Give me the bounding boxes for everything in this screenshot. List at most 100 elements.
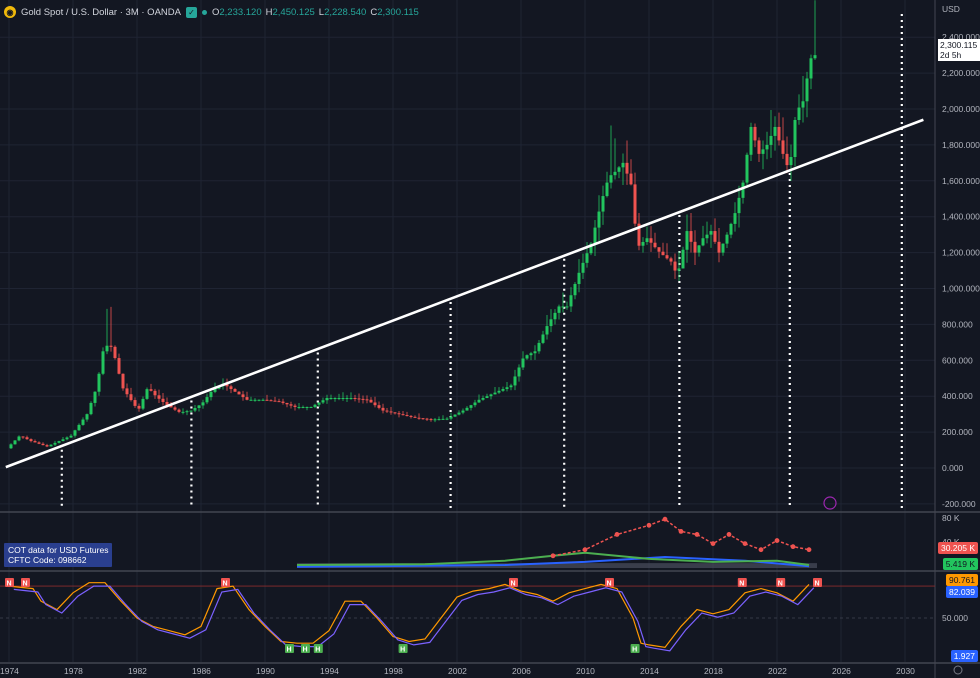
x-tick-label: 2030 bbox=[896, 666, 915, 676]
candle-body bbox=[725, 234, 729, 244]
n-marker bbox=[221, 578, 230, 587]
candle-body bbox=[405, 415, 409, 417]
candle-body bbox=[393, 412, 397, 414]
x-tick-label: 1994 bbox=[320, 666, 339, 676]
candle-body bbox=[197, 405, 201, 408]
candle-body bbox=[353, 397, 357, 399]
candle-body bbox=[113, 346, 117, 359]
cot-legend: COT data for USD Futures CFTC Code: 0986… bbox=[4, 543, 113, 567]
candle-body bbox=[585, 253, 589, 263]
candle-body bbox=[81, 419, 85, 425]
candle-body bbox=[781, 140, 785, 154]
price-tick-label: 2,400.000 bbox=[942, 32, 980, 42]
candle-body bbox=[297, 406, 301, 408]
candle-body bbox=[13, 440, 17, 445]
candle-body bbox=[365, 399, 369, 401]
candle-body bbox=[205, 397, 209, 403]
n-marker bbox=[813, 578, 822, 587]
cot-green-value: 5.419 K bbox=[942, 558, 978, 570]
candle-body bbox=[285, 402, 289, 405]
candle-body bbox=[309, 406, 313, 408]
candle-body bbox=[701, 238, 705, 246]
candle-body bbox=[677, 268, 681, 271]
cot-red-point bbox=[774, 538, 780, 543]
candle-body bbox=[357, 398, 361, 400]
candle-body bbox=[449, 416, 453, 419]
candle-body bbox=[377, 405, 381, 408]
candle-body bbox=[801, 101, 805, 108]
candle-body bbox=[649, 238, 653, 243]
cot-red-point bbox=[646, 522, 652, 528]
candle-body bbox=[29, 439, 33, 442]
candle-body bbox=[97, 373, 101, 392]
symbol-title[interactable]: Gold Spot / U.S. Dollar · 3M · OANDA bbox=[21, 6, 181, 18]
n-marker bbox=[776, 578, 786, 587]
candle-body bbox=[809, 58, 813, 79]
grid-lines bbox=[0, 0, 935, 662]
candle-body bbox=[445, 418, 449, 420]
cot-band bbox=[297, 563, 817, 568]
h-marker bbox=[313, 644, 323, 653]
candle-body bbox=[601, 196, 605, 212]
trendline bbox=[5, 118, 924, 469]
candle-body bbox=[729, 223, 733, 235]
chart-header: ◉ Gold Spot / U.S. Dollar · 3M · OANDA ✓… bbox=[4, 4, 419, 20]
candle-body bbox=[53, 442, 57, 445]
candle-body bbox=[137, 405, 141, 409]
candle-body bbox=[717, 241, 721, 253]
cot-top-tick: 80 K bbox=[942, 513, 960, 523]
candle-body bbox=[185, 411, 189, 413]
candle-body bbox=[177, 409, 181, 412]
flash-icon bbox=[823, 496, 837, 510]
candle-body bbox=[477, 399, 481, 403]
candle-body bbox=[497, 390, 501, 393]
candles bbox=[9, 0, 817, 450]
candle-body bbox=[65, 437, 69, 440]
price-tick-label: -200.000 bbox=[942, 499, 976, 509]
candle-body bbox=[9, 444, 13, 449]
osc-signal-line bbox=[8, 582, 810, 649]
price-tick-label: 600.000 bbox=[942, 355, 973, 365]
price-tick-label: 800.000 bbox=[942, 319, 973, 329]
candle-body bbox=[789, 157, 793, 166]
star-check-icon[interactable]: ✓ bbox=[185, 6, 197, 18]
candle-body bbox=[17, 436, 21, 441]
cot-red-point bbox=[614, 532, 620, 537]
candle-body bbox=[173, 407, 177, 410]
h-marker bbox=[301, 644, 310, 653]
candle-body bbox=[37, 442, 41, 444]
candle-body bbox=[633, 184, 637, 224]
candle-body bbox=[225, 383, 229, 387]
candle-body bbox=[545, 326, 549, 335]
candle-body bbox=[101, 351, 105, 374]
candle-body bbox=[313, 404, 317, 407]
x-tick-label: 1998 bbox=[384, 666, 403, 676]
candle-body bbox=[417, 417, 421, 419]
osc-main-line bbox=[13, 585, 815, 652]
n-marker-label: N bbox=[815, 581, 820, 588]
candle-body bbox=[293, 405, 297, 407]
x-tick-label: 2022 bbox=[768, 666, 787, 676]
candle-body bbox=[577, 272, 581, 285]
candle-body bbox=[129, 394, 133, 401]
candle-body bbox=[713, 231, 717, 242]
x-tick-label: 2006 bbox=[512, 666, 531, 676]
price-tick-label: 2,200.000 bbox=[942, 68, 980, 78]
h-marker-label: H bbox=[303, 647, 308, 654]
n-marker bbox=[509, 578, 518, 587]
candle-body bbox=[697, 245, 701, 253]
candle-body bbox=[349, 397, 353, 399]
x-tick-label: 2002 bbox=[448, 666, 467, 676]
candle-body bbox=[45, 445, 49, 447]
candle-body bbox=[441, 418, 445, 420]
candle-body bbox=[157, 395, 161, 399]
last-price-tag: 2,300.115 2d 5h bbox=[938, 39, 980, 61]
market-status-icon bbox=[201, 9, 207, 15]
cot-red-point bbox=[582, 547, 588, 553]
candle-body bbox=[689, 231, 693, 242]
candle-body bbox=[637, 223, 641, 246]
candle-body bbox=[553, 312, 557, 320]
candle-body bbox=[57, 441, 61, 443]
candle-body bbox=[337, 397, 341, 399]
